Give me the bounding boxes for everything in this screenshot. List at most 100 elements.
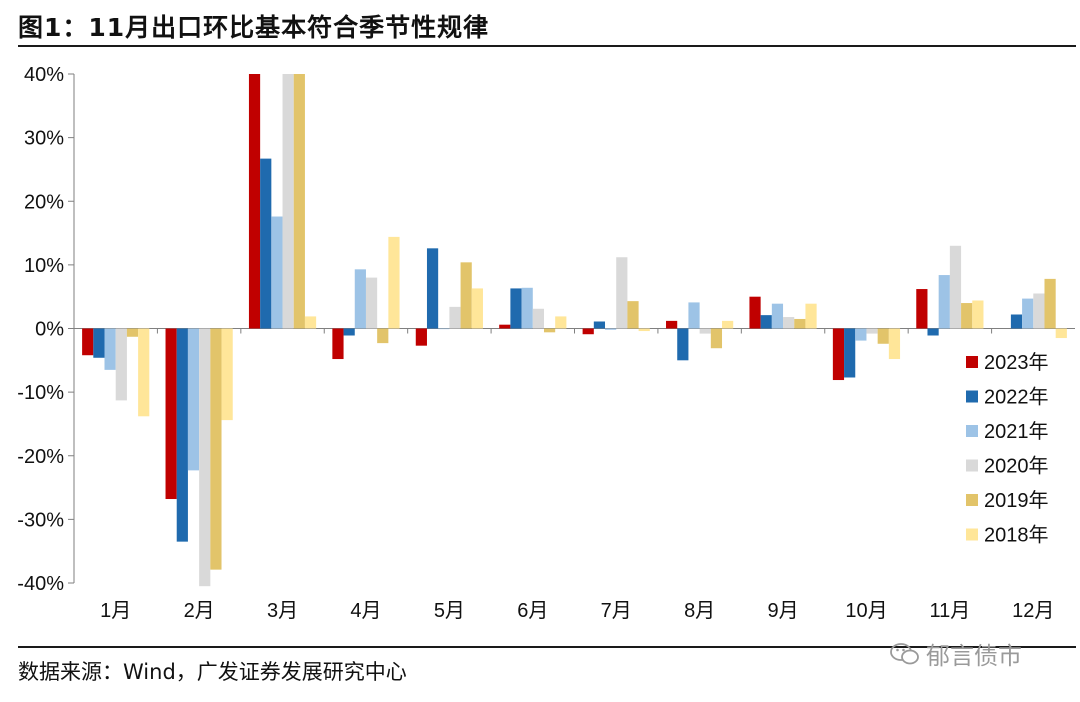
bar-2022年-11月 bbox=[927, 328, 939, 336]
legend-swatch bbox=[966, 425, 978, 437]
bar-2020年-7月 bbox=[616, 257, 628, 329]
y-tick-label: 30% bbox=[24, 128, 64, 150]
legend-swatch bbox=[966, 390, 978, 403]
legend-label: 2019年 bbox=[984, 489, 1049, 512]
bar-2018年-3月 bbox=[304, 316, 317, 329]
watermark-text: 郁言债市 bbox=[926, 642, 1022, 670]
bar-2021年-11月 bbox=[938, 275, 950, 329]
bar-2021年-5月 bbox=[438, 328, 450, 330]
bar-2019年-7月 bbox=[627, 301, 639, 329]
legend-label: 2022年 bbox=[984, 386, 1049, 409]
legend-label: 2018年 bbox=[984, 524, 1049, 547]
bar-2023年-4月 bbox=[332, 328, 344, 360]
x-tick-label: 12月 bbox=[1012, 600, 1054, 622]
bar-2021年-9月 bbox=[771, 303, 784, 329]
bar-2018年-9月 bbox=[805, 303, 817, 329]
legend-swatch bbox=[966, 356, 978, 368]
bar-2022年-3月 bbox=[260, 158, 272, 329]
bar-2023年-5月 bbox=[415, 328, 427, 346]
wechat-icon bbox=[890, 642, 919, 664]
y-tick-label: -10% bbox=[17, 382, 64, 404]
bar-2018年-10月 bbox=[888, 328, 901, 360]
chart-title: 图1：11月出口环比基本符合季节性规律 bbox=[18, 13, 490, 42]
bar-2019年-10月 bbox=[877, 328, 889, 344]
bar-2022年-6月 bbox=[510, 288, 522, 329]
bar-2019年-6月 bbox=[543, 328, 556, 333]
x-tick-labels: 1月 2月 3月 4月 5月 6月 7月 8月 9月 10月 11月 12月 bbox=[100, 600, 1054, 622]
bar-2018年-2月 bbox=[221, 328, 233, 421]
bar-2022年-8月 bbox=[677, 328, 689, 361]
bar-2021年-3月 bbox=[271, 216, 283, 329]
bar-2019年-9月 bbox=[794, 318, 806, 329]
bar-2020年-4月 bbox=[365, 277, 378, 329]
x-tick-label: 4月 bbox=[350, 600, 381, 622]
legend-swatch bbox=[966, 459, 978, 472]
bar-2021年-1月 bbox=[104, 328, 116, 370]
bar-2018年-4月 bbox=[388, 236, 400, 329]
bar-2018年-11月 bbox=[972, 300, 984, 329]
legend-label: 2021年 bbox=[984, 420, 1049, 443]
bar-2019年-2月 bbox=[210, 328, 222, 570]
watermark: 郁言债市 bbox=[890, 636, 1022, 671]
bar-2020年-1月 bbox=[115, 328, 127, 401]
bar-2020年-10月 bbox=[866, 328, 878, 334]
x-tick-label: 2月 bbox=[184, 600, 215, 622]
bar-2022年-7月 bbox=[593, 321, 606, 329]
bar-2020年-8月 bbox=[699, 328, 711, 334]
bar-2023年-8月 bbox=[666, 320, 678, 329]
bar-2019年-12月 bbox=[1044, 278, 1056, 329]
y-tick-label: 10% bbox=[24, 255, 64, 277]
y-tick-labels: 40% 30% 20% 10% 0% -10% -20% -30% -40% bbox=[17, 64, 64, 595]
x-tick-label: 11月 bbox=[929, 600, 970, 622]
bar-2019年-8月 bbox=[710, 328, 723, 349]
chart-legend: 2023年 2022年 2021年 2020年 2019年 2018年 bbox=[966, 351, 1049, 547]
bar-2019年-5月 bbox=[460, 262, 472, 329]
legend-swatch bbox=[966, 494, 978, 506]
bar-2021年-7月 bbox=[605, 328, 617, 330]
bar-2021年-4月 bbox=[354, 269, 366, 329]
bar-2022年-5月 bbox=[426, 248, 439, 329]
bar-2023年-9月 bbox=[749, 296, 761, 329]
source-divider bbox=[18, 646, 1076, 648]
bar-2021年-6月 bbox=[521, 287, 533, 329]
bar-2018年-6月 bbox=[555, 316, 567, 329]
source-note: 数据来源：Wind，广发证券发展研究中心 bbox=[18, 660, 407, 684]
bar-2018年-12月 bbox=[1055, 328, 1067, 339]
bar-2021年-10月 bbox=[855, 328, 867, 341]
bar-2018年-1月 bbox=[138, 328, 150, 417]
legend-label: 2023年 bbox=[984, 351, 1049, 374]
bar-2023年-7月 bbox=[582, 328, 594, 335]
bar-2019年-1月 bbox=[126, 328, 139, 337]
bar-2018年-7月 bbox=[638, 328, 650, 332]
x-tick-label: 9月 bbox=[767, 600, 798, 622]
bar-2022年-9月 bbox=[760, 315, 772, 329]
bar-2023年-11月 bbox=[916, 289, 928, 329]
x-tick-label: 5月 bbox=[434, 600, 465, 622]
bar-2022年-10月 bbox=[844, 328, 856, 378]
legend-swatch bbox=[966, 528, 978, 541]
x-tick-label: 8月 bbox=[684, 600, 715, 622]
bar-2019年-4月 bbox=[377, 328, 389, 344]
y-tick-label: 0% bbox=[35, 319, 64, 341]
bar-2020年-6月 bbox=[532, 308, 544, 329]
bar-2021年-2月 bbox=[187, 328, 200, 471]
chart-axes bbox=[68, 73, 1075, 584]
y-tick-label: 40% bbox=[24, 64, 64, 86]
y-tick-label: 20% bbox=[24, 191, 64, 213]
bar-2020年-11月 bbox=[949, 245, 962, 329]
title-divider bbox=[18, 45, 1076, 47]
x-tick-label: 3月 bbox=[267, 600, 298, 622]
bar-2019年-3月 bbox=[293, 74, 305, 329]
bar-2021年-8月 bbox=[688, 302, 700, 329]
bar-2020年-2月 bbox=[199, 328, 211, 587]
bar-2022年-1月 bbox=[93, 328, 105, 358]
bar-2022年-4月 bbox=[343, 328, 355, 336]
bar-2020年-9月 bbox=[783, 317, 795, 329]
legend-label: 2020年 bbox=[984, 455, 1049, 478]
bar-2018年-5月 bbox=[471, 288, 483, 329]
y-tick-label: -20% bbox=[17, 446, 64, 468]
bar-2023年-2月 bbox=[165, 328, 177, 500]
bar-2022年-2月 bbox=[176, 328, 188, 542]
y-tick-label: -40% bbox=[17, 573, 64, 595]
bar-chart: 40% 30% 20% 10% 0% -10% -20% -30% -40% 1月 2月 3月 4月 5… bbox=[17, 64, 1075, 622]
